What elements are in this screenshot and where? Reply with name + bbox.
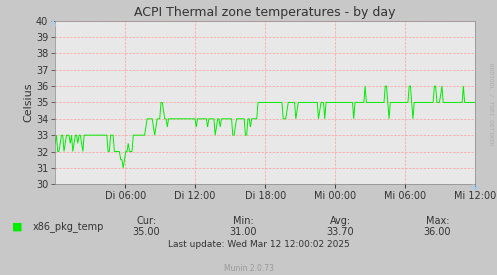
Title: ACPI Thermal zone temperatures - by day: ACPI Thermal zone temperatures - by day: [134, 6, 396, 20]
Text: Avg:: Avg:: [330, 216, 351, 226]
Text: 36.00: 36.00: [423, 227, 451, 237]
Text: RRDTOOL / TOBI OETIKER: RRDTOOL / TOBI OETIKER: [489, 63, 494, 146]
Text: x86_pkg_temp: x86_pkg_temp: [32, 221, 104, 232]
Text: Last update: Wed Mar 12 12:00:02 2025: Last update: Wed Mar 12 12:00:02 2025: [167, 240, 349, 249]
Text: Max:: Max:: [425, 216, 449, 226]
Text: ■: ■: [12, 222, 23, 232]
Text: Min:: Min:: [233, 216, 254, 226]
Text: 35.00: 35.00: [133, 227, 161, 237]
Text: Munin 2.0.73: Munin 2.0.73: [224, 264, 273, 273]
Text: 33.70: 33.70: [327, 227, 354, 237]
Y-axis label: Celsius: Celsius: [23, 83, 33, 122]
Text: 31.00: 31.00: [230, 227, 257, 237]
Text: Cur:: Cur:: [137, 216, 157, 226]
